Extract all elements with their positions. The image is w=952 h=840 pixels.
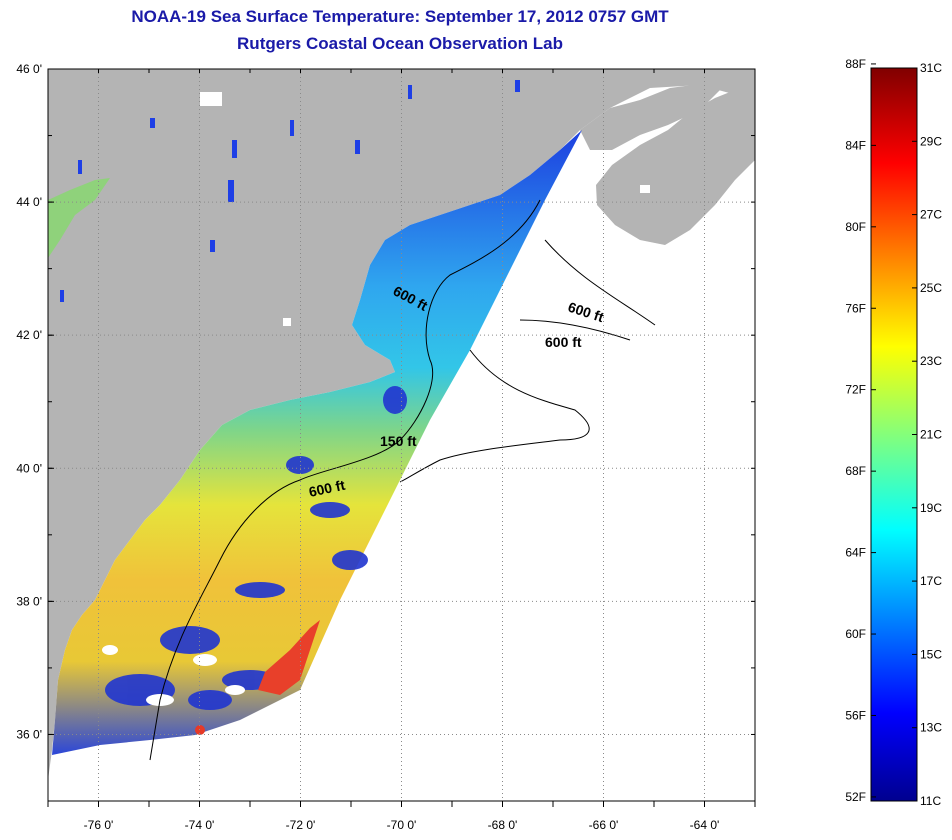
sst-swath <box>52 130 582 755</box>
colorbar-fahrenheit-label: 84F <box>845 138 866 152</box>
colorbar-fahrenheit-label: 88F <box>845 57 866 71</box>
sst-map: 600 ft 600 ft 600 ft 150 ft 600 ft 46 0'… <box>16 62 756 832</box>
bathymetry-contours <box>149 199 656 761</box>
colorbar-celsius-label: 27C <box>920 208 942 222</box>
colorbar-fahrenheit-label: 80F <box>845 220 866 234</box>
colorbar-celsius-label: 29C <box>920 134 942 148</box>
inland-no-data <box>200 92 650 326</box>
lat-tick-label: 38 0' <box>16 594 42 608</box>
colorbar-celsius-label: 13C <box>920 721 942 735</box>
colorbar-gradient <box>870 67 918 802</box>
contour-label-600ft-3: 600 ft <box>545 334 582 350</box>
lat-tick-label: 46 0' <box>16 62 42 76</box>
colorbar-celsius-label: 15C <box>920 647 942 661</box>
temperature-colorbar: 88F 84F 80F 76F 72F 68F 64F 60F 56F 52F 31C 29C 27C… <box>845 57 942 808</box>
colorbar-fahrenheit-label: 72F <box>845 383 866 397</box>
lon-tick-label: -74 0' <box>185 818 215 832</box>
sst-warm-patch <box>258 620 320 695</box>
lon-tick-label: -66 0' <box>589 818 619 832</box>
colorbar-fahrenheit-label: 56F <box>845 708 866 722</box>
colorbar-celsius-label: 21C <box>920 428 942 442</box>
map-subtitle: Rutgers Coastal Ocean Observation Lab <box>237 34 563 53</box>
lat-tick-label: 40 0' <box>16 461 42 475</box>
colorbar-celsius-label: 11C <box>920 794 941 808</box>
map-axis-ticks: 46 0' 44 0' 42 0' 40 0' 38 0' 36 0' -76 0' -74 … <box>16 62 756 832</box>
land-new-brunswick-coast <box>580 84 720 150</box>
colorbar-celsius-label: 31C <box>920 61 942 75</box>
colorbar-fahrenheit-label: 68F <box>845 464 866 478</box>
contour-label-600ft-4: 600 ft <box>307 477 346 500</box>
inland-water <box>60 80 520 302</box>
colorbar-fahrenheit-label: 52F <box>845 790 866 804</box>
map-title: NOAA-19 Sea Surface Temperature: Septemb… <box>131 7 669 26</box>
colorbar-celsius-label: 19C <box>920 501 942 515</box>
land-us-mainland <box>48 69 755 780</box>
lon-tick-label: -72 0' <box>286 818 316 832</box>
lon-tick-label: -68 0' <box>488 818 518 832</box>
colorbar-fahrenheit-label: 64F <box>845 546 866 560</box>
lake-ontario-sst <box>48 178 110 258</box>
land-nova-scotia <box>596 69 755 245</box>
lon-tick-label: -76 0' <box>84 818 114 832</box>
colorbar-celsius-label: 23C <box>920 354 942 368</box>
colorbar-celsius-label: 25C <box>920 281 942 295</box>
lat-tick-label: 42 0' <box>16 328 42 342</box>
lon-tick-label: -70 0' <box>387 818 417 832</box>
colorbar-fahrenheit-label: 76F <box>845 301 866 315</box>
lon-tick-label: -64 0' <box>690 818 720 832</box>
lat-tick-label: 44 0' <box>16 195 42 209</box>
colorbar-celsius-label: 17C <box>920 574 942 588</box>
colorbar-fahrenheit-label: 60F <box>845 627 866 641</box>
contour-label-150ft: 150 ft <box>380 433 417 449</box>
lat-tick-label: 36 0' <box>16 727 42 741</box>
